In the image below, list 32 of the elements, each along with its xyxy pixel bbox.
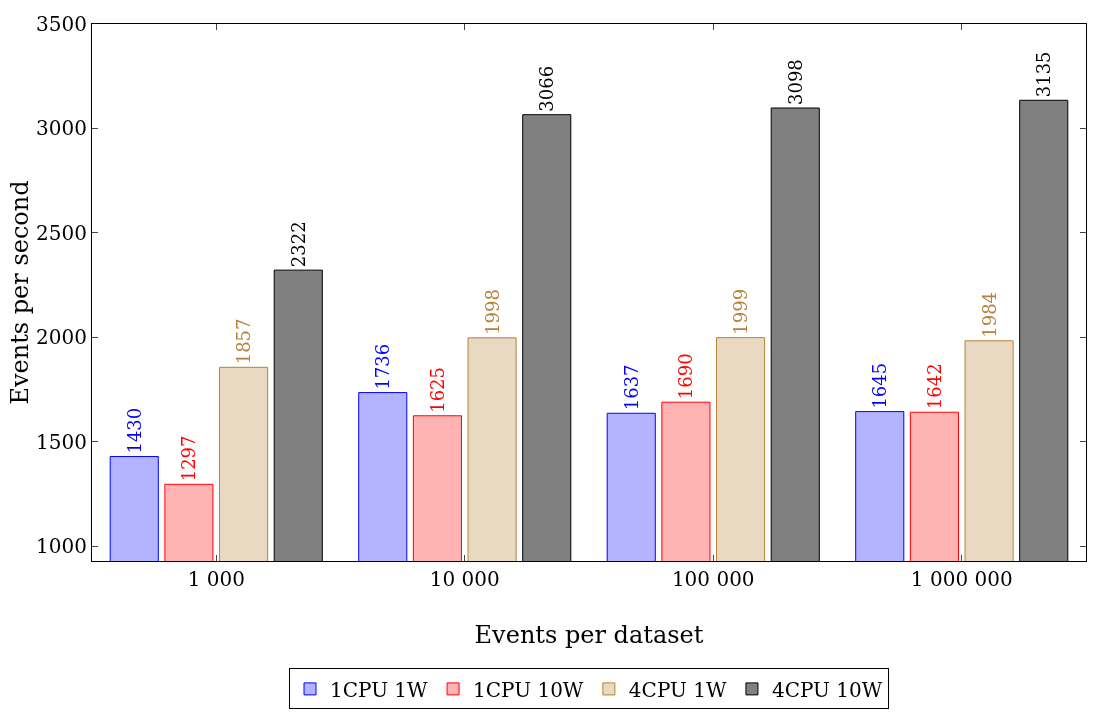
data-label: 1430 xyxy=(123,407,145,454)
y-tick-label: 1500 xyxy=(36,429,87,454)
x-axis-title: Events per dataset xyxy=(474,621,704,649)
data-label: 3135 xyxy=(1033,51,1055,98)
y-tick-label: 3500 xyxy=(36,12,87,36)
data-label: 1690 xyxy=(675,353,697,400)
legend-label: 4CPU 1W xyxy=(628,677,727,702)
legend-label: 1CPU 1W xyxy=(330,677,429,702)
y-tick-label: 2000 xyxy=(36,325,87,350)
x-tick-label: 100 000 xyxy=(671,567,755,591)
y-tick-label: 2500 xyxy=(36,220,87,245)
data-label: 3098 xyxy=(784,59,806,105)
data-label: 1998 xyxy=(481,289,503,335)
x-tick-label: 10 000 xyxy=(429,567,500,591)
data-label: 1984 xyxy=(978,291,1000,338)
y-axis-title: Events per second xyxy=(6,180,35,405)
data-label: 2322 xyxy=(287,221,309,268)
data-label: 1736 xyxy=(372,343,394,390)
y-tick-label: 3000 xyxy=(36,116,87,141)
data-label: 1642 xyxy=(923,363,945,410)
legend-label: 1CPU 10W xyxy=(473,677,584,702)
data-label: 1645 xyxy=(869,362,891,409)
x-tick-label: 1 000 000 xyxy=(910,567,1013,591)
x-tick-label: 1 000 xyxy=(187,567,245,591)
legend-label: 4CPU 10W xyxy=(771,677,883,702)
data-label: 1857 xyxy=(233,318,255,365)
y-tick-label: 1000 xyxy=(36,534,87,559)
data-label: 1637 xyxy=(620,364,642,411)
data-label: 1625 xyxy=(426,366,448,413)
data-label: 1297 xyxy=(178,435,200,482)
data-label: 1999 xyxy=(730,288,752,335)
data-label: 3066 xyxy=(536,65,558,112)
